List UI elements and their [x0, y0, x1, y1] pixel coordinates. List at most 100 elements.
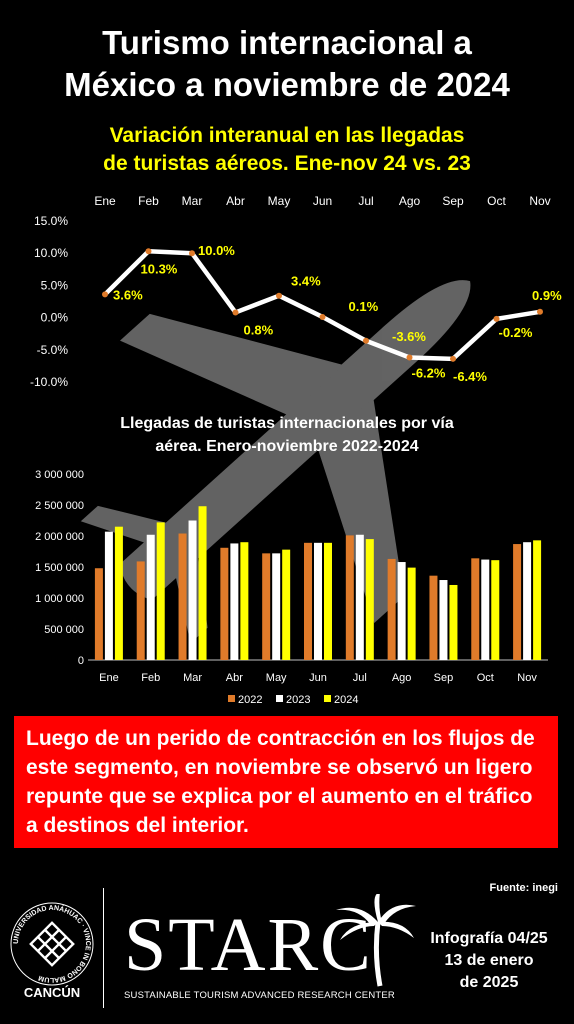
line-x-tick-label: Nov	[529, 194, 550, 208]
bar-2024	[324, 542, 332, 660]
line-y-tick-label: 5.0%	[41, 278, 69, 292]
bar-2023	[188, 520, 197, 660]
line-y-tick-label: -5.0%	[37, 343, 69, 357]
bar-chart-title-line2: aérea. Enero-noviembre 2022-2024	[155, 438, 419, 455]
bar-x-tick-label: Sep	[434, 672, 454, 684]
line-y-tick-label: 15.0%	[34, 214, 68, 228]
page-title-line1: Turismo internacional a	[102, 24, 472, 61]
bar-x-tick-label: Jun	[309, 672, 327, 684]
bar-y-tick-label: 1 000 000	[35, 593, 84, 605]
bar-chart-title: Llegadas de turistas internacionales por…	[0, 412, 574, 458]
bar-2022	[220, 547, 229, 660]
bar-2023	[104, 531, 113, 660]
bar-x-tick-label: Mar	[183, 672, 202, 684]
line-data-label: 0.8%	[244, 322, 274, 337]
footer-divider	[103, 888, 104, 1008]
line-y-tick-label: 0.0%	[41, 311, 69, 325]
line-data-label: 3.4%	[291, 274, 321, 289]
line-point	[537, 308, 543, 315]
bar-y-tick-label: 1 500 000	[35, 562, 84, 574]
bar-x-tick-label: Abr	[226, 672, 243, 684]
legend-swatch	[324, 695, 331, 702]
line-data-label: 0.1%	[349, 299, 379, 314]
line-x-tick-label: Feb	[138, 194, 159, 208]
university-city: CANCÚN	[23, 985, 81, 1000]
line-x-tick-label: Mar	[182, 194, 203, 208]
starc-subtitle: SUSTAINABLE TOURISM ADVANCED RESEARCH CE…	[124, 990, 395, 1001]
bar-2023	[355, 534, 364, 660]
bar-2024	[449, 584, 458, 660]
line-data-label: -0.2%	[499, 325, 533, 340]
bar-2022	[262, 553, 271, 660]
line-point	[319, 313, 326, 320]
bar-2022	[513, 544, 522, 660]
bar-2024	[407, 567, 416, 660]
bar-2023	[314, 542, 322, 660]
palm-tree-icon	[336, 894, 416, 987]
page-title: Turismo internacional a México a noviemb…	[0, 22, 574, 106]
bar-x-tick-label: Jul	[353, 672, 367, 684]
source-label: Fuente: inegi	[489, 882, 558, 894]
line-point	[145, 248, 152, 255]
line-data-label: 0.9%	[532, 288, 562, 303]
bar-2023	[272, 553, 281, 660]
bar-2022	[387, 558, 396, 660]
line-data-label: 10.0%	[198, 243, 235, 258]
legend-swatch	[276, 695, 283, 702]
bar-2022	[345, 535, 354, 660]
svg-text:UNIVERSIDAD ANÁHUAC · VINCE IN: UNIVERSIDAD ANÁHUAC · VINCE IN BONO MALU…	[13, 904, 91, 983]
bar-chart-title-line1: Llegadas de turistas internacionales por…	[120, 415, 454, 432]
line-point	[232, 309, 239, 316]
bar-2024	[114, 526, 123, 660]
note-text: Luego de un perido de contracción en los…	[26, 727, 535, 837]
page-title-line2: México a noviembre de 2024	[64, 66, 510, 103]
line-point	[189, 250, 195, 257]
note-box: Luego de un perido de contracción en los…	[14, 716, 558, 848]
bar-x-tick-label: Oct	[477, 672, 494, 684]
bar-chart: 0 500 000 1 000 000 1 500 000 2 000 000 2 500…	[35, 469, 548, 706]
bar-2024	[491, 560, 500, 660]
bar-2024	[533, 540, 542, 660]
line-chart-title-line2: de turistas aéreos. Ene-nov 24 vs. 23	[103, 152, 471, 175]
line-point	[276, 292, 282, 299]
legend-label: 2022	[238, 694, 262, 706]
line-x-tick-label: Ago	[399, 194, 421, 208]
bar-y-tick-label: 3 000 000	[35, 469, 84, 481]
bar-2023	[146, 534, 155, 660]
legend-swatch	[228, 695, 235, 702]
bar-2023	[523, 542, 532, 660]
bar-2022	[471, 558, 480, 660]
info-block: Infografía 04/25 13 de enero de 2025	[416, 928, 562, 994]
line-data-label: -6.2%	[412, 366, 446, 381]
line-point	[363, 337, 369, 344]
legend-label: 2023	[286, 694, 310, 706]
line-point	[493, 315, 500, 322]
bar-x-tick-label: Ago	[392, 672, 412, 684]
bar-x-tick-label: May	[266, 672, 287, 684]
legend-label: 2024	[334, 694, 358, 706]
bar-y-tick-label: 500 000	[44, 624, 84, 636]
starc-brand: STARC	[124, 903, 373, 987]
line-x-tick-label: May	[268, 194, 291, 208]
info-line2: 13 de enero	[444, 952, 534, 969]
line-y-tick-label: 10.0%	[34, 246, 68, 260]
bar-2024	[365, 539, 374, 660]
bar-y-tick-label: 0	[78, 655, 84, 667]
line-chart: Ene Feb Mar Abr May Jun Jul Ago Sep Oct Nov 15.0% 10…	[30, 194, 562, 389]
bar-2024	[240, 542, 249, 660]
line-x-tick-label: Jul	[358, 194, 373, 208]
line-data-label: 3.6%	[113, 287, 143, 302]
bar-2022	[178, 533, 187, 660]
line-data-label: -6.4%	[453, 369, 487, 384]
bar-2022	[136, 561, 145, 660]
line-x-tick-label: Jun	[313, 194, 332, 208]
bar-2024	[282, 549, 291, 660]
line-x-tick-label: Oct	[487, 194, 506, 208]
seal-ring-text: UNIVERSIDAD ANÁHUAC · VINCE IN BONO MALU…	[13, 904, 91, 983]
info-line3: de 2025	[459, 974, 519, 991]
bar-2022	[94, 568, 103, 660]
info-line1: Infografía 04/25	[430, 930, 548, 947]
bar-y-tick-label: 2 500 000	[35, 500, 84, 512]
bar-2023	[481, 559, 490, 660]
bar-2024	[198, 506, 207, 660]
